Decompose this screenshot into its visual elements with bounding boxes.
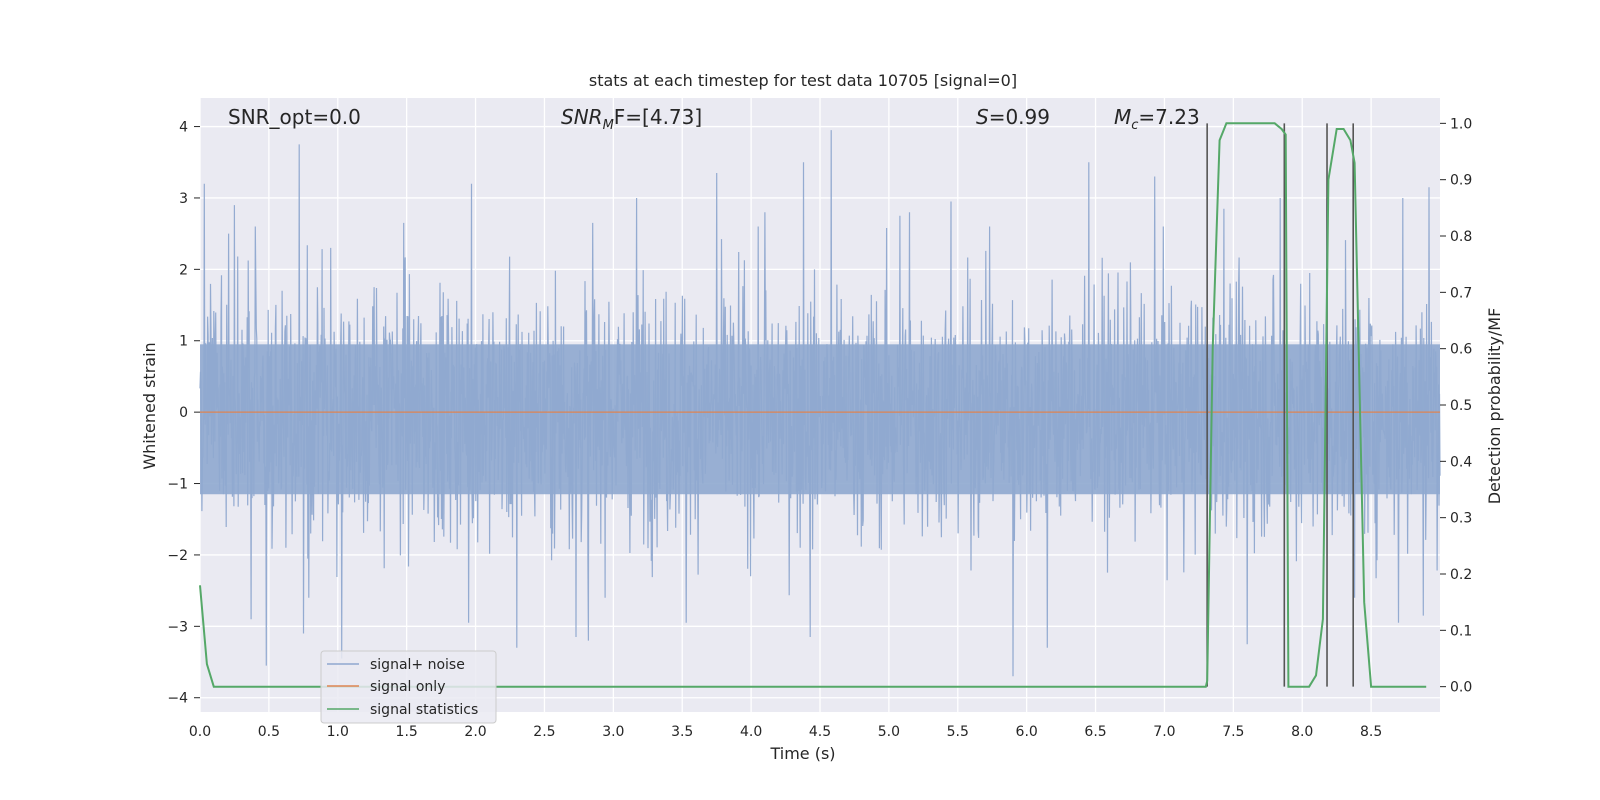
y-tick-label: 1 xyxy=(179,334,188,350)
y2-tick-label: 0.8 xyxy=(1450,229,1472,245)
x-tick-label: 6.0 xyxy=(1016,724,1038,740)
x-tick-label: 4.5 xyxy=(809,724,831,740)
x-axis-label: Time (s) xyxy=(769,744,835,763)
x-tick-label: 6.5 xyxy=(1084,724,1106,740)
y2-tick-label: 1.0 xyxy=(1450,116,1472,132)
y2-tick-label: 0.7 xyxy=(1450,285,1472,301)
mc-sub: c xyxy=(1131,118,1138,133)
x-tick-label: 0.0 xyxy=(189,724,211,740)
signal-statistics-series xyxy=(199,122,1427,688)
x-tick-label: 3.5 xyxy=(671,724,693,740)
legend-label-signal-noise: signal+ noise xyxy=(370,657,465,673)
y-tick-label: −3 xyxy=(167,619,188,635)
signal-plus-noise-series xyxy=(199,130,1441,677)
x-tick-label: 2.5 xyxy=(533,724,555,740)
x-tick-label: 0.5 xyxy=(258,724,280,740)
x-tick-label: 8.0 xyxy=(1291,724,1313,740)
legend-label-signal-only: signal only xyxy=(370,679,445,695)
mc-main: M xyxy=(1114,105,1131,129)
s-annotation: S=0.99 xyxy=(976,105,1050,129)
x-tick-label: 8.5 xyxy=(1360,724,1382,740)
x-tick-label: 7.0 xyxy=(1153,724,1175,740)
x-tick-label: 7.5 xyxy=(1222,724,1244,740)
legend: signal+ noise signal only signal statist… xyxy=(320,650,497,724)
snr-mf-annotation: SNRMF=[4.73] xyxy=(561,105,702,133)
y2-tick-label: 0.0 xyxy=(1450,680,1472,696)
y2-tick-label: 0.1 xyxy=(1450,623,1472,639)
y2-tick-label: 0.9 xyxy=(1450,173,1472,189)
y-tick-label: 2 xyxy=(179,262,188,278)
y-axis-label: Whitened strain xyxy=(140,342,159,469)
snr-mf-tail: F=[4.73] xyxy=(614,105,702,129)
mc-annotation: Mc=7.23 xyxy=(1114,105,1200,133)
y-tick-label: −4 xyxy=(167,691,188,707)
mc-tail: =7.23 xyxy=(1138,105,1199,129)
x-tick-label: 3.0 xyxy=(602,724,624,740)
signal-plus-noise-dense-band xyxy=(200,344,1440,495)
y-tick-label: 0 xyxy=(179,405,188,421)
y2-tick-label: 0.4 xyxy=(1450,454,1472,470)
y-tick-label: −1 xyxy=(167,477,188,493)
y2-tick-label: 0.5 xyxy=(1450,398,1472,414)
snr-opt-annotation: SNR_opt=0.0 xyxy=(228,105,361,129)
y-tick-label: 4 xyxy=(179,120,188,136)
y2-axis-ticks: 0.0 0.1 0.2 0.3 0.4 0.5 0.6 0.7 0.8 0.9 1.0 xyxy=(1440,116,1472,696)
legend-label-signal-statistics: signal statistics xyxy=(370,702,478,718)
x-tick-label: 1.5 xyxy=(396,724,418,740)
y2-tick-label: 0.3 xyxy=(1450,511,1472,527)
y-tick-label: 3 xyxy=(179,191,188,207)
x-tick-label: 5.0 xyxy=(878,724,900,740)
y2-tick-label: 0.6 xyxy=(1450,342,1472,358)
x-tick-label: 5.5 xyxy=(947,724,969,740)
x-tick-label: 4.0 xyxy=(740,724,762,740)
y2-tick-label: 0.2 xyxy=(1450,567,1472,583)
y2-axis-label: Detection probability/MF xyxy=(1485,308,1504,505)
x-tick-label: 1.0 xyxy=(327,724,349,740)
s-tail: =0.99 xyxy=(989,105,1050,129)
y-tick-label: −2 xyxy=(167,548,188,564)
y-axis-ticks: −4 −3 −2 −1 0 1 2 3 4 xyxy=(167,120,200,707)
x-tick-label: 2.0 xyxy=(464,724,486,740)
x-axis-ticks: 0.0 0.5 1.0 1.5 2.0 2.5 3.0 3.5 4.0 4.5 5.0 5.5 6.0 6… xyxy=(189,724,1382,740)
chart-title: stats at each timestep for test data 107… xyxy=(589,71,1017,90)
snr-mf-sub: M xyxy=(603,118,614,133)
snr-mf-main: SNR xyxy=(561,105,603,129)
legend-box xyxy=(320,650,497,724)
s-main: S xyxy=(976,105,989,129)
